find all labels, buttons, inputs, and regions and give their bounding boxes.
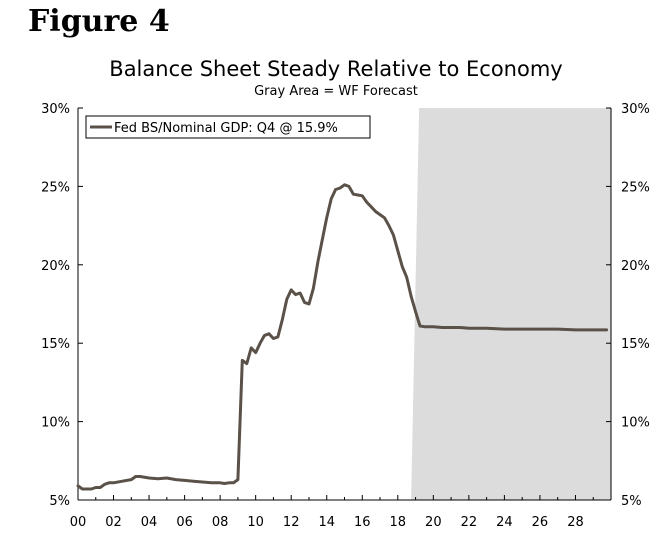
x-tick-label: 24 [496,515,513,530]
y-tick-label-left: 30% [41,102,70,117]
series-line [76,183,609,491]
y-tick-label-right: 15% [621,337,650,352]
y-tick-label-right: 20% [621,259,650,274]
x-tick-label: 10 [247,515,264,530]
x-tick-label: 16 [354,515,371,530]
legend-box [85,115,371,139]
figure-label: Figure 4 [28,4,170,39]
y-tick-label-left: 25% [41,180,70,195]
x-tick-label: 18 [390,515,407,530]
x-tick-label: 00 [70,515,87,530]
x-tick-label: 26 [532,515,549,530]
x-tick-label: 22 [461,515,478,530]
x-tick-label: 28 [567,515,584,530]
x-tick-label: 06 [176,515,193,530]
y-tick-label-right: 5% [621,494,642,509]
y-tick-label-left: 15% [41,337,70,352]
y-tick-label-left: 10% [41,416,70,431]
x-tick-label: 20 [425,515,442,530]
x-tick-label: 12 [283,515,300,530]
x-tick-label: 02 [105,515,122,530]
y-tick-label-right: 30% [621,102,650,117]
x-tick-label: 14 [318,515,335,530]
y-tick-label-right: 10% [621,416,650,431]
x-tick-label: 04 [141,515,158,530]
y-tick-label-left: 5% [49,494,70,509]
chart-subtitle: Gray Area = WF Forecast [254,84,418,99]
legend-label: Fed BS/Nominal GDP: Q4 @ 15.9% [114,121,338,136]
y-tick-label-right: 25% [621,180,650,195]
y-tick-label-left: 20% [41,259,70,274]
forecast-region [411,108,611,500]
chart-title: Balance Sheet Steady Relative to Economy [109,57,563,81]
x-tick-label: 08 [212,515,229,530]
